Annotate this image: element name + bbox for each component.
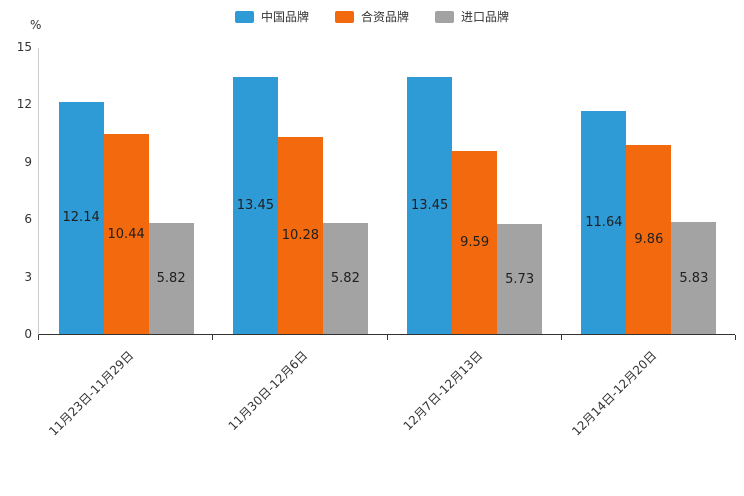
x-axis-category-label: 12月7日-12月13日: [400, 348, 485, 434]
x-axis-category-label: 11月23日-11月29日: [46, 348, 137, 439]
legend-label: 中国品牌: [260, 10, 309, 24]
bar-value-label: 10.28: [281, 228, 319, 244]
x-axis-tickmark: [386, 335, 388, 340]
bar-进口品牌-2: 5.73: [497, 224, 543, 334]
bar-value-label: 9.86: [634, 232, 664, 248]
y-axis-tick-label: 3: [24, 269, 32, 284]
y-axis-tick-label: 9: [24, 154, 32, 169]
x-axis-tickmark: [735, 335, 736, 340]
bar-中国品牌-1: 13.45: [232, 76, 278, 334]
y-axis-tick-label: 15: [16, 40, 32, 54]
bar-value-label: 9.59: [460, 234, 490, 250]
legend-swatch-icon: [435, 10, 454, 23]
y-axis-tick-label: 0: [24, 327, 32, 341]
x-axis-category-label: 11月30日-12月6日: [225, 348, 311, 434]
bar-中国品牌-3: 11.64: [581, 111, 627, 334]
y-axis-tick-label: 6: [24, 212, 32, 227]
bar-value-label: 12.14: [62, 210, 100, 226]
legend-swatch-icon: [334, 10, 354, 23]
bar-中国品牌-0: 12.14: [58, 101, 104, 334]
bar-合资品牌-2: 9.59: [452, 150, 498, 334]
bar-value-label: 13.45: [411, 197, 449, 213]
legend-swatch-icon: [234, 10, 254, 23]
chart-legend: 中国品牌 合资品牌 进口品牌: [0, 8, 744, 25]
bar-中国品牌-2: 13.45: [407, 76, 453, 334]
bar-进口品牌-1: 5.82: [322, 222, 368, 334]
x-axis-tickmark: [38, 335, 39, 340]
y-axis-tick-label: 12: [16, 97, 32, 112]
bar-value-label: 5.82: [156, 270, 186, 286]
bar-合资品牌-0: 10.44: [103, 134, 149, 334]
x-axis-category-label: 12月14日-12月20日: [569, 348, 660, 439]
legend-item-0[interactable]: 中国品牌: [234, 8, 309, 25]
x-axis-tickmark: [560, 335, 562, 340]
legend-item-1[interactable]: 合资品牌: [334, 8, 409, 25]
legend-item-2[interactable]: 进口品牌: [435, 8, 509, 25]
bar-value-label: 5.82: [330, 270, 360, 286]
bar-进口品牌-3: 5.83: [671, 222, 717, 334]
y-axis-unit-label: %: [30, 18, 42, 32]
bar-value-label: 5.73: [505, 271, 535, 287]
plot-area: 12.14 10.44 5.82 13.45 10.28 5.82 13.45 9.59 5.7…: [38, 48, 735, 335]
bar-value-label: 13.45: [236, 197, 274, 213]
bar-进口品牌-0: 5.82: [148, 222, 194, 334]
bar-value-label: 11.64: [585, 215, 623, 231]
bar-value-label: 5.83: [679, 270, 709, 286]
legend-label: 合资品牌: [360, 10, 409, 24]
bar-合资品牌-3: 9.86: [626, 145, 672, 334]
bar-合资品牌-1: 10.28: [277, 137, 323, 334]
legend-label: 进口品牌: [461, 10, 510, 24]
bar-value-label: 10.44: [107, 226, 145, 242]
x-axis-tickmark: [212, 335, 214, 340]
